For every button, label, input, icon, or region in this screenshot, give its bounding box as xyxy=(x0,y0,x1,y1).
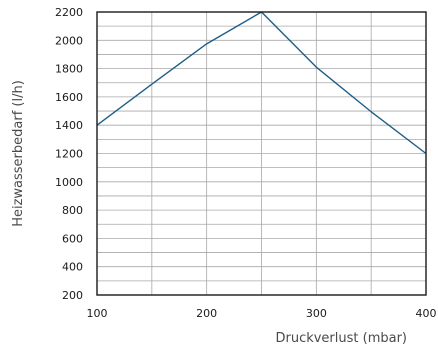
y-tick-label: 1000 xyxy=(55,176,83,189)
x-tick-label: 100 xyxy=(87,307,108,320)
y-tick-label: 1200 xyxy=(55,148,83,161)
y-tick-label: 600 xyxy=(62,232,83,245)
x-tick-label: 300 xyxy=(306,307,327,320)
y-tick-label: 1400 xyxy=(55,119,83,132)
plot-frame xyxy=(96,11,427,296)
x-tick-label: 400 xyxy=(416,307,437,320)
y-tick-labels: 200 400 600 800 1000 1200 1400 1600 1800 2000 2200 xyxy=(55,6,83,302)
x-tick-labels: 100 200 300 400 xyxy=(87,307,437,320)
gridlines xyxy=(97,12,426,295)
y-axis-title: Heizwasserbedarf (l/h) xyxy=(11,80,26,227)
x-axis-title: Druckverlust (mbar) xyxy=(275,331,407,346)
y-tick-label: 2200 xyxy=(55,6,83,19)
y-tick-label: 1800 xyxy=(55,63,83,76)
y-tick-label: 800 xyxy=(62,204,83,217)
y-tick-label: 1600 xyxy=(55,91,83,104)
y-tick-label: 400 xyxy=(62,261,83,274)
y-tick-label: 2000 xyxy=(55,34,83,47)
x-tick-label: 200 xyxy=(196,307,217,320)
y-tick-label: 200 xyxy=(62,289,83,302)
